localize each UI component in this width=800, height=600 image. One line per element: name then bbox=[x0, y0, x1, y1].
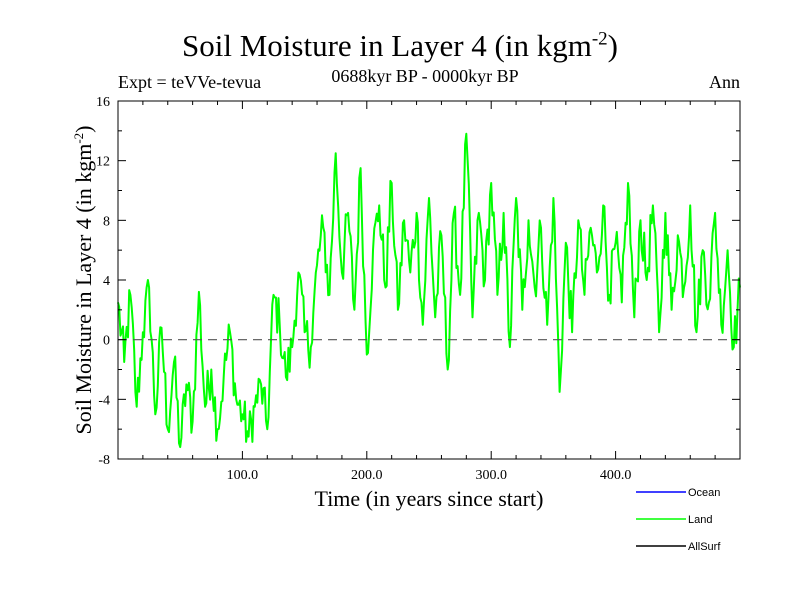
y-tick-label: -8 bbox=[98, 453, 110, 468]
period-label: 0688kyr BP - 0000kyr BP bbox=[331, 66, 519, 86]
x-tick-label: 200.0 bbox=[351, 468, 383, 483]
y-tick-label: 0 bbox=[103, 334, 110, 349]
chart-title: Soil Moisture in Layer 4 (in kgm-2) bbox=[182, 28, 618, 63]
y-tick-label: 4 bbox=[103, 274, 110, 289]
y-tick-label: 16 bbox=[96, 95, 110, 110]
y-tick-label: 12 bbox=[96, 155, 110, 170]
legend-label: Ocean bbox=[688, 487, 720, 499]
legend-label: Land bbox=[688, 514, 712, 526]
series-line-land bbox=[117, 132, 741, 449]
y-tick-label: 8 bbox=[103, 214, 110, 229]
x-tick-label: 100.0 bbox=[227, 468, 259, 483]
legend-item-allsurf: AllSurf bbox=[636, 541, 721, 553]
y-tick-label: -4 bbox=[98, 393, 110, 408]
x-tick-label: 400.0 bbox=[600, 468, 632, 483]
x-tick-label: 300.0 bbox=[475, 468, 507, 483]
season-label: Ann bbox=[709, 72, 740, 92]
legend-label: AllSurf bbox=[688, 541, 721, 553]
x-axis-label: Time (in years since start) bbox=[314, 486, 544, 511]
legend-item-ocean: Ocean bbox=[636, 487, 720, 499]
experiment-label: Expt = teVVe-tevua bbox=[118, 72, 262, 92]
legend-item-land: Land bbox=[636, 514, 712, 526]
